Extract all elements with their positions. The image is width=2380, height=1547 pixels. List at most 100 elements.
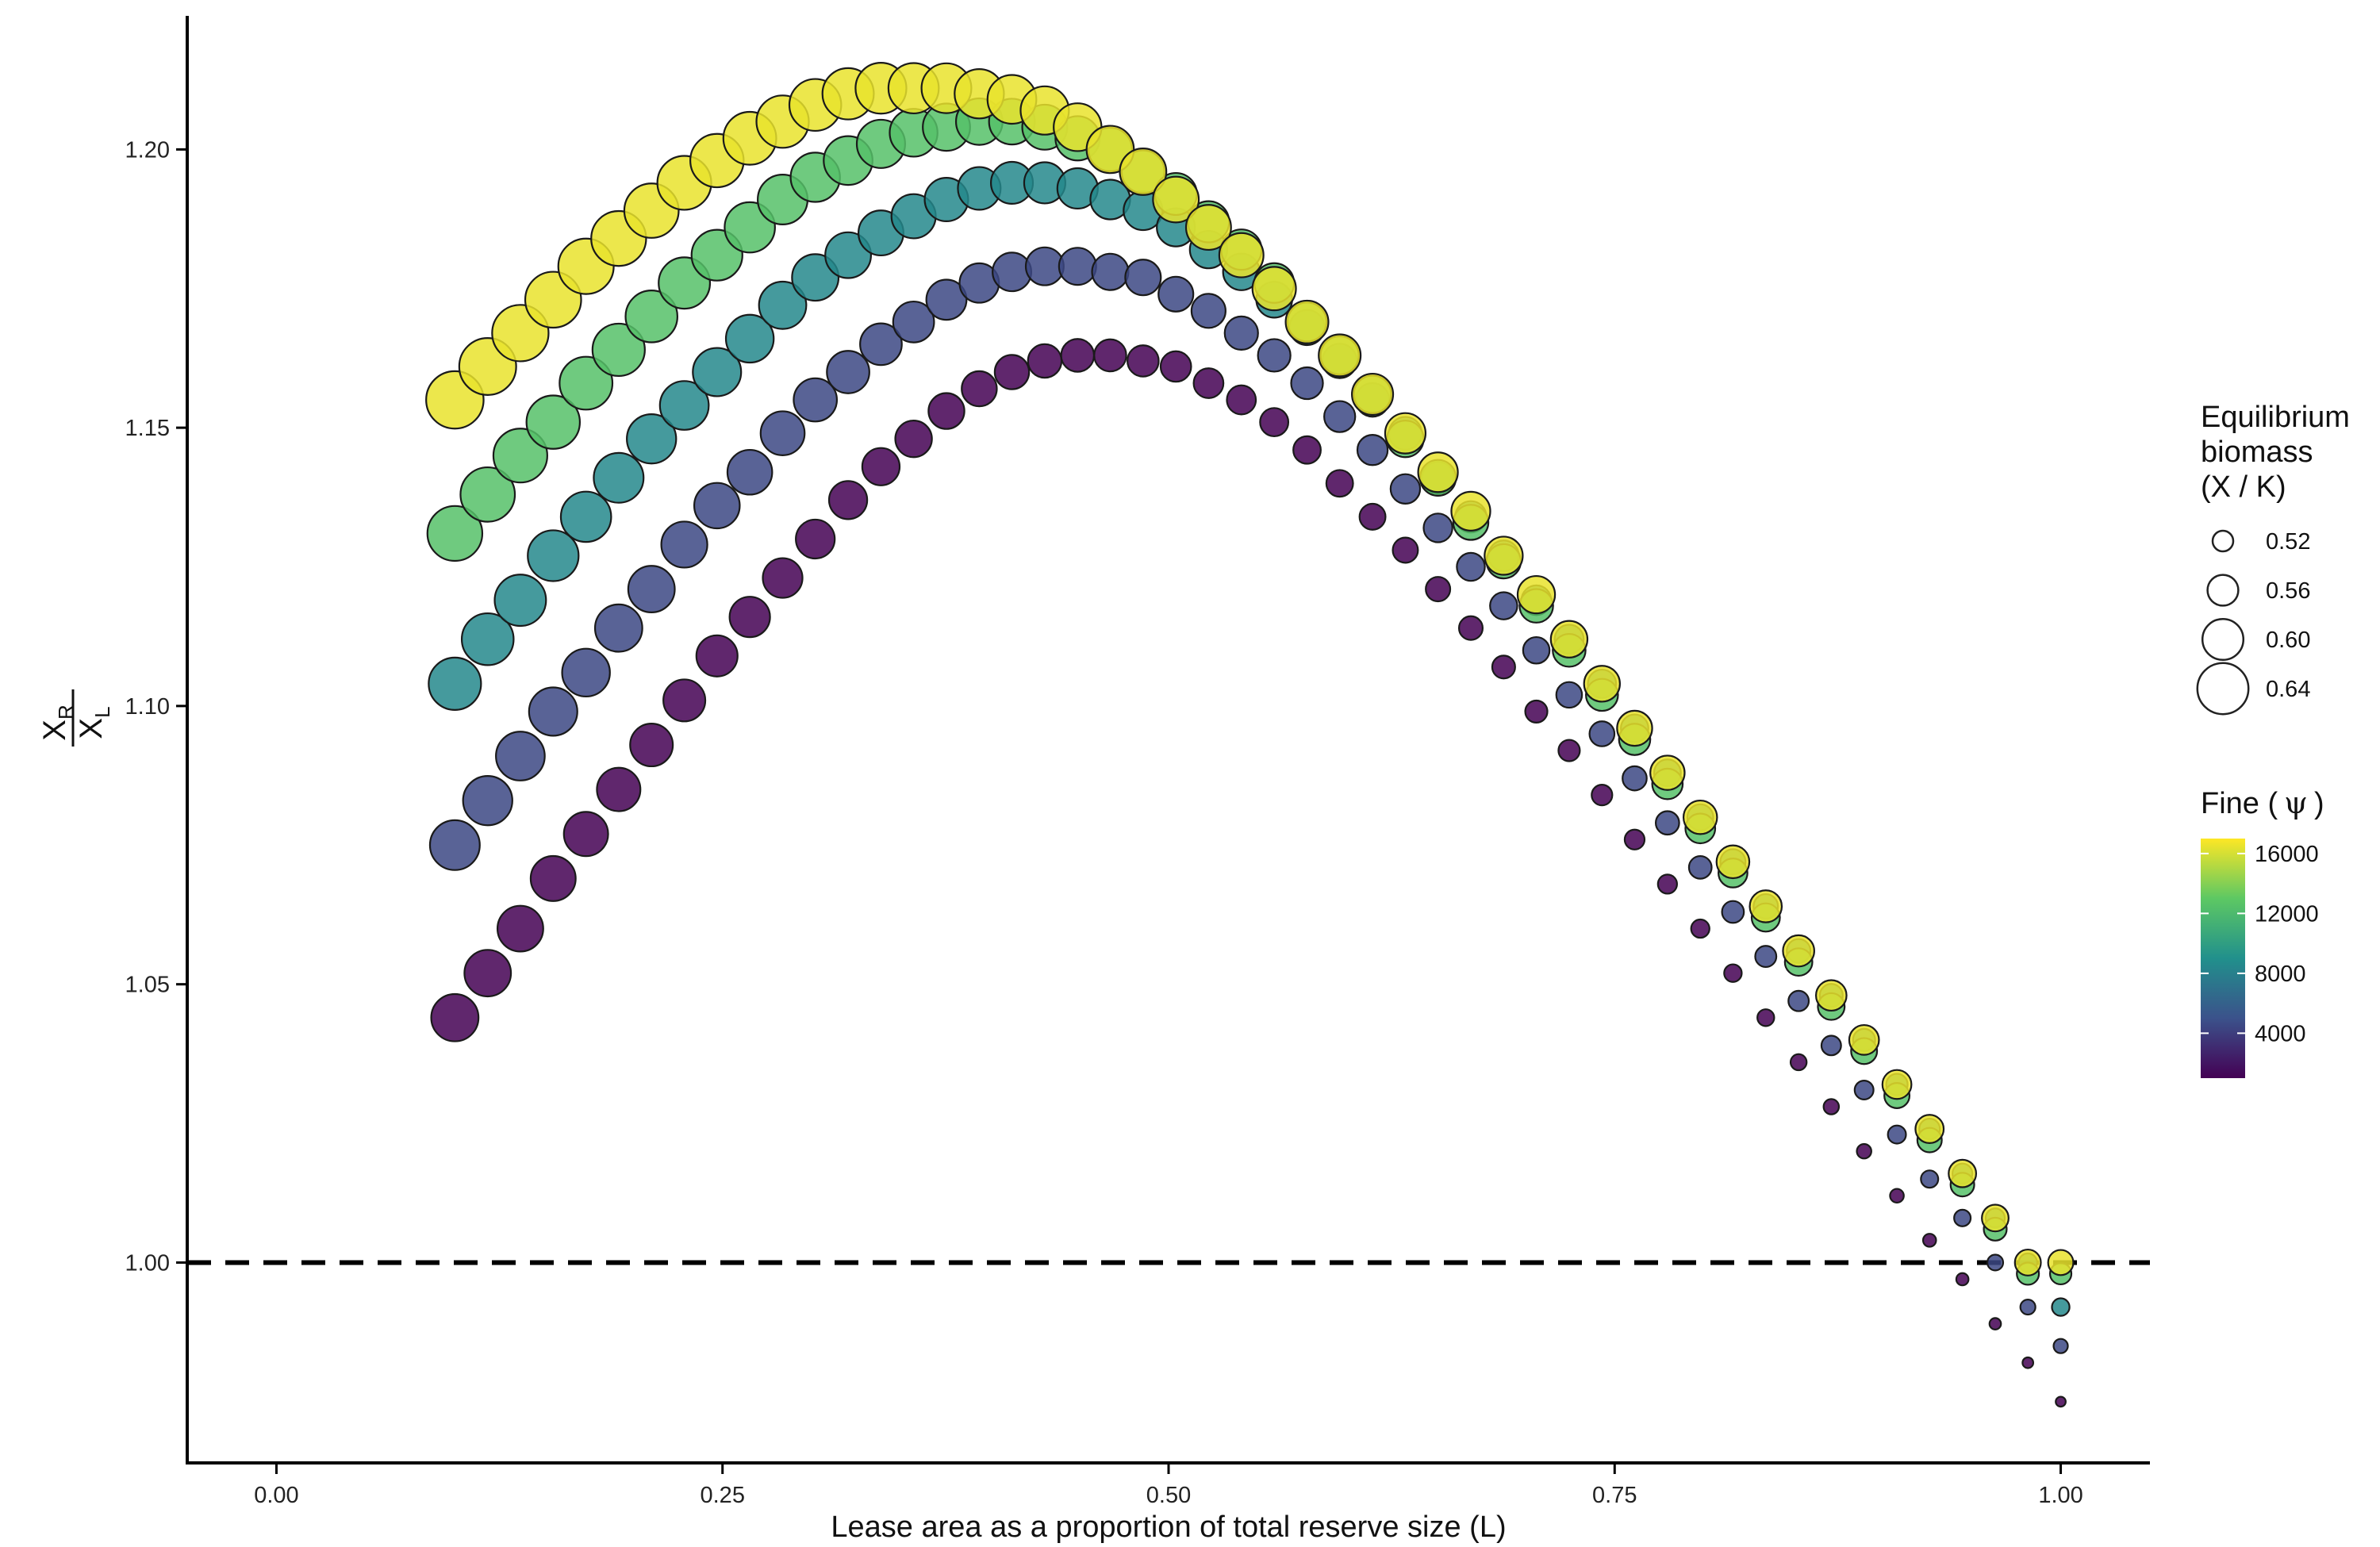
data-point bbox=[1524, 699, 1549, 724]
x-tick-label: 0.00 bbox=[254, 1483, 298, 1508]
data-point bbox=[1881, 1069, 1913, 1100]
data-point bbox=[430, 992, 480, 1042]
data-point bbox=[662, 678, 707, 723]
data-point bbox=[428, 656, 482, 711]
data-point bbox=[1257, 338, 1292, 373]
data-point bbox=[1953, 1208, 1972, 1227]
data-point bbox=[1820, 1035, 1842, 1057]
data-point bbox=[1715, 844, 1751, 880]
data-point bbox=[1920, 1169, 1940, 1189]
data-point bbox=[1588, 720, 1616, 747]
data-point bbox=[626, 413, 678, 465]
y-title-denominator: X bbox=[74, 718, 109, 739]
data-point bbox=[827, 480, 869, 520]
data-point bbox=[463, 949, 512, 998]
data-point bbox=[493, 574, 547, 628]
data-point bbox=[1921, 1233, 1937, 1248]
data-point bbox=[1484, 536, 1524, 576]
data-point bbox=[2047, 1249, 2075, 1276]
data-point bbox=[660, 520, 708, 569]
data-point bbox=[1259, 407, 1290, 438]
data-point bbox=[1848, 1023, 1880, 1056]
data-point bbox=[927, 392, 965, 430]
data-point bbox=[2019, 1298, 2036, 1316]
y-tick-label: 1.05 bbox=[125, 973, 170, 998]
color-legend-label: 4000 bbox=[2255, 1021, 2306, 1046]
data-point bbox=[460, 612, 515, 666]
color-legend-label: 12000 bbox=[2255, 901, 2319, 927]
data-point bbox=[1822, 1098, 1841, 1115]
data-point bbox=[1754, 945, 1778, 969]
data-point bbox=[993, 354, 1031, 390]
data-point bbox=[1152, 175, 1200, 224]
x-tick-label: 0.50 bbox=[1146, 1483, 1191, 1508]
data-point bbox=[1656, 873, 1678, 895]
data-point bbox=[961, 370, 998, 408]
size-legend-title-line3: (X / K) bbox=[2201, 470, 2286, 504]
data-point bbox=[758, 280, 808, 330]
data-point bbox=[1986, 1253, 2005, 1272]
size-legend-label: 0.56 bbox=[2266, 578, 2310, 604]
data-point bbox=[1789, 1053, 1808, 1072]
data-point bbox=[1555, 681, 1583, 709]
data-point bbox=[1184, 204, 1232, 251]
data-point bbox=[1853, 1079, 1875, 1100]
size-legend-label: 0.52 bbox=[2266, 529, 2310, 555]
data-point bbox=[728, 596, 771, 639]
data-point bbox=[925, 278, 968, 321]
data-point bbox=[1159, 350, 1192, 383]
data-point bbox=[1425, 576, 1452, 603]
svg-text:XL: XL bbox=[74, 706, 114, 739]
size-legend-key bbox=[2196, 662, 2250, 716]
data-point bbox=[2021, 1356, 2035, 1369]
data-point bbox=[695, 634, 739, 678]
y-title-denominator-sub: L bbox=[90, 706, 114, 717]
data-point bbox=[1356, 434, 1389, 466]
data-point bbox=[495, 731, 546, 781]
data-point bbox=[1489, 591, 1518, 620]
data-point bbox=[1690, 918, 1710, 939]
data-point bbox=[894, 419, 933, 459]
color-legend: Fine (ψ) 16000 12000 8000 4000 bbox=[2201, 785, 2324, 1078]
data-point bbox=[726, 448, 774, 496]
data-point bbox=[2013, 1248, 2042, 1276]
color-legend-title: Fine (ψ) bbox=[2201, 785, 2324, 820]
data-point bbox=[624, 290, 678, 344]
data-point bbox=[1351, 372, 1395, 416]
data-point bbox=[1284, 299, 1330, 344]
data-point bbox=[762, 557, 804, 599]
data-point bbox=[658, 380, 710, 431]
color-legend-label: 8000 bbox=[2255, 962, 2306, 987]
data-point bbox=[1450, 490, 1491, 532]
data-point bbox=[1190, 293, 1226, 329]
data-point bbox=[1024, 246, 1065, 286]
data-point bbox=[1654, 810, 1680, 836]
data-point bbox=[693, 482, 741, 530]
data-point bbox=[1223, 315, 1259, 351]
data-point bbox=[1457, 615, 1484, 641]
x-axis-ticks: 0.00 0.25 0.50 0.75 1.00 bbox=[254, 1463, 2083, 1508]
data-point bbox=[1723, 963, 1743, 983]
color-legend-bar bbox=[2201, 839, 2245, 1078]
data-point bbox=[1516, 574, 1557, 615]
data-point bbox=[1591, 784, 1614, 807]
data-point bbox=[1384, 412, 1427, 455]
data-point bbox=[1988, 1317, 2002, 1330]
data-point bbox=[496, 904, 544, 953]
data-point bbox=[1157, 275, 1195, 313]
data-point bbox=[1787, 989, 1810, 1012]
data-point bbox=[525, 394, 582, 450]
data-point bbox=[1218, 232, 1265, 278]
data-point bbox=[1060, 338, 1096, 373]
data-point bbox=[559, 355, 614, 411]
data-point bbox=[1889, 1188, 1905, 1204]
data-point bbox=[1124, 259, 1162, 297]
y-tick-label: 1.20 bbox=[125, 137, 170, 163]
data-point bbox=[1027, 343, 1063, 379]
data-point bbox=[428, 819, 481, 871]
data-point bbox=[596, 766, 642, 812]
data-point bbox=[529, 854, 577, 902]
data-point bbox=[562, 811, 609, 858]
x-tick-label: 0.75 bbox=[1592, 1483, 1637, 1508]
